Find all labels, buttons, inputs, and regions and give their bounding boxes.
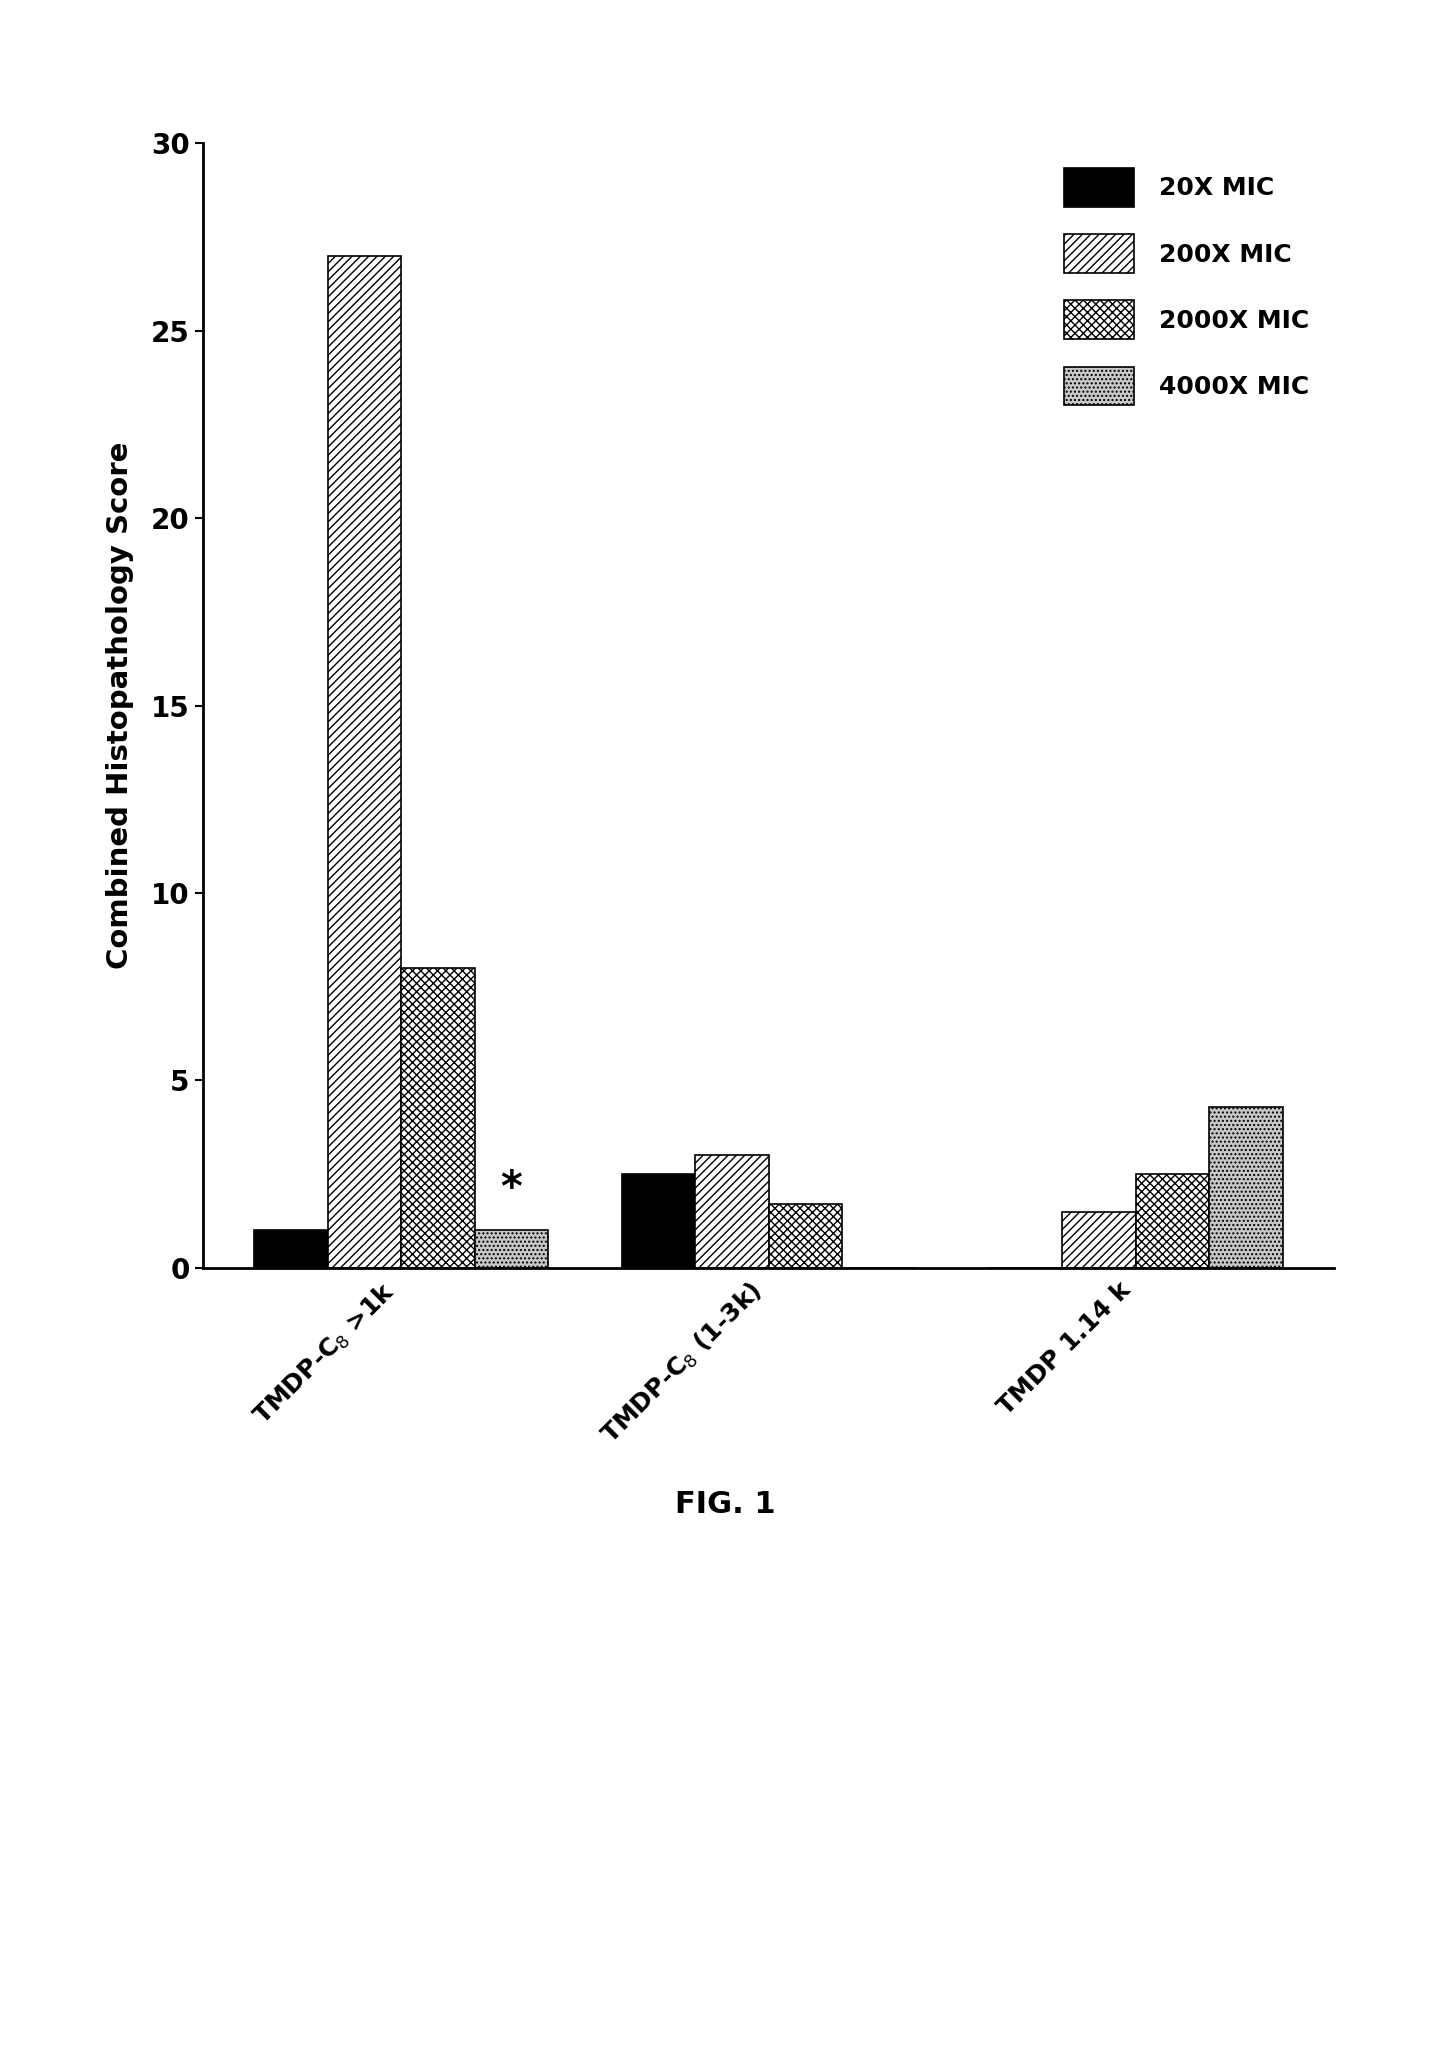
Text: FIG. 1: FIG. 1	[674, 1491, 776, 1519]
Bar	[768, 1205, 842, 1268]
Text: *: *	[500, 1168, 522, 1211]
Bar	[1063, 1211, 1135, 1268]
Bar	[402, 967, 474, 1268]
Bar	[328, 256, 402, 1268]
Bar	[1135, 1174, 1209, 1268]
Bar	[622, 1174, 695, 1268]
Y-axis label: Combined Histopathology Score: Combined Histopathology Score	[106, 442, 135, 969]
Legend: 20X MIC, 200X MIC, 2000X MIC, 4000X MIC: 20X MIC, 200X MIC, 2000X MIC, 4000X MIC	[1051, 155, 1321, 417]
Bar	[474, 1231, 548, 1268]
Bar	[695, 1155, 768, 1268]
Bar	[1209, 1106, 1283, 1268]
Bar	[254, 1231, 328, 1268]
